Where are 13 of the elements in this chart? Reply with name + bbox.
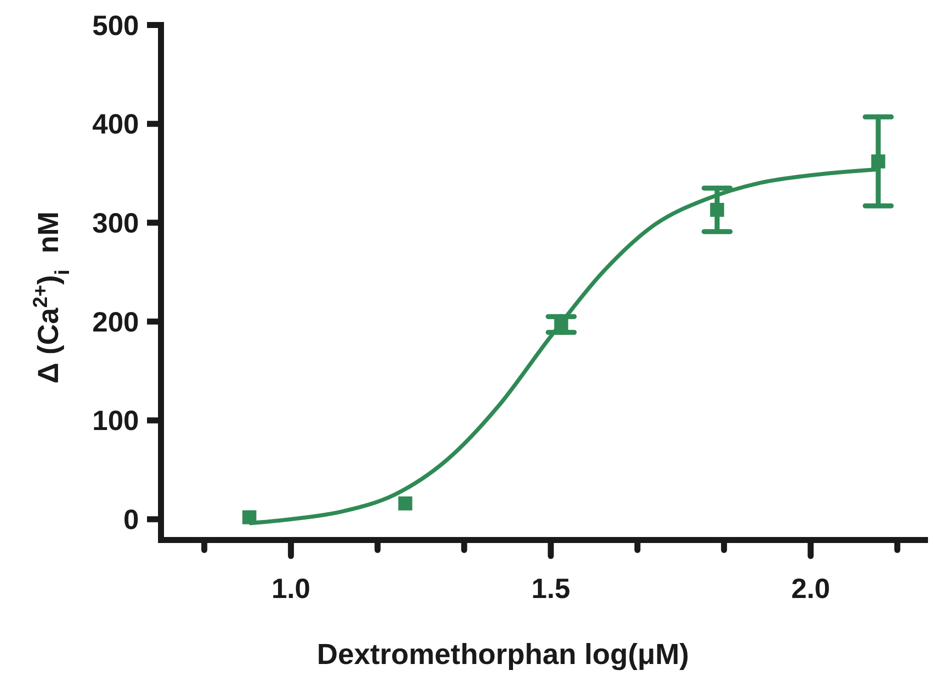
y-tick-label: 200	[92, 306, 139, 338]
x-axis-title: Dextromethorphan log(μM)	[316, 639, 690, 671]
y-tick-label: 100	[92, 405, 139, 436]
x-tick-label: 1.5	[531, 573, 570, 604]
y-tick-label: 300	[92, 207, 139, 238]
y-tick-label: 400	[92, 108, 139, 140]
y-tick-label: 0	[123, 504, 139, 536]
point	[710, 202, 724, 217]
point	[398, 496, 412, 510]
x-tick-label: 1.0	[271, 573, 310, 604]
point	[871, 154, 886, 168]
x-tick-label: 2.0	[791, 573, 830, 604]
y-tick-label: 500	[92, 10, 139, 41]
